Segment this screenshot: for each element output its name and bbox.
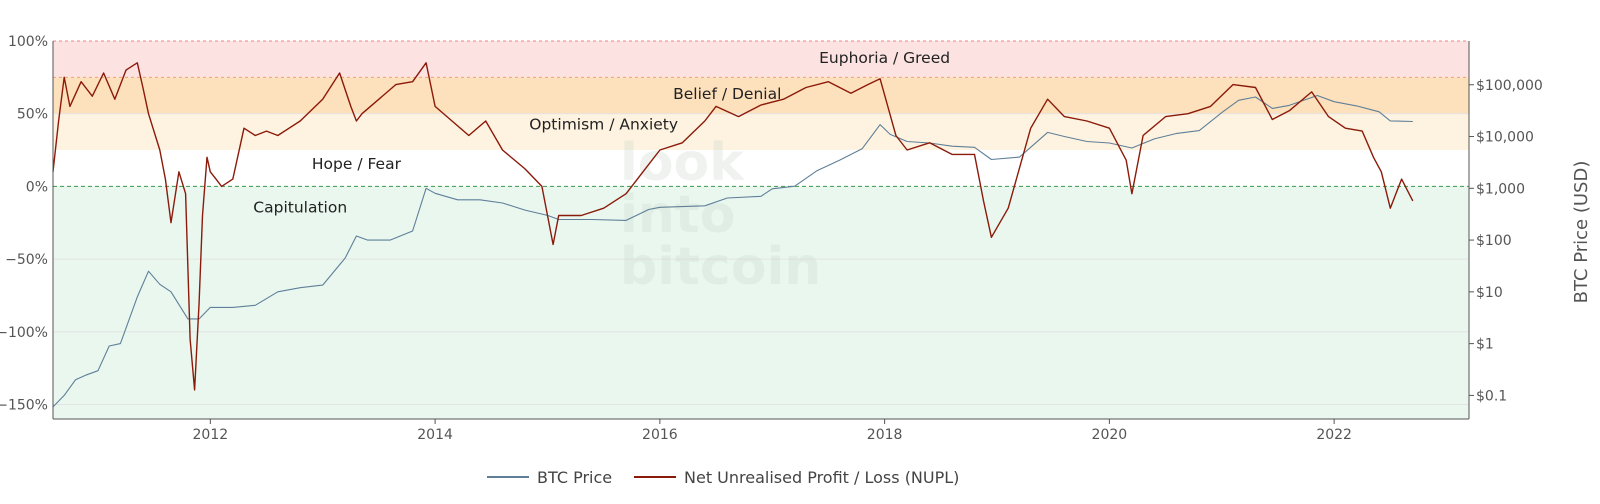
legend-label-0: BTC Price (537, 468, 612, 487)
y-right-tick-label: $10,000 (1476, 130, 1534, 146)
y-right-tick-label: $10 (1476, 285, 1503, 301)
zone-label: Belief / Denial (673, 85, 781, 103)
y-right-tick-label: $1 (1476, 337, 1494, 353)
zone-band-1 (53, 77, 1469, 114)
y-right-tick-label: $1,000 (1476, 181, 1525, 197)
zone-band-3 (53, 150, 1469, 187)
y-left-tick-label: −100% (0, 325, 48, 341)
y-right-tick-label: $100,000 (1476, 78, 1543, 94)
watermark-line-2: into (620, 185, 735, 245)
y-left-tick-label: −150% (0, 397, 48, 413)
zone-bands (53, 41, 1469, 419)
series-group (52, 62, 1414, 408)
zone-label: Euphoria / Greed (819, 49, 950, 67)
x-tick-label: 2016 (642, 427, 678, 443)
x-tick-label: 2012 (193, 427, 229, 443)
zone-labels: Euphoria / Greed Belief / Denial Optimism … (253, 49, 950, 217)
x-tick-label: 2022 (1316, 427, 1352, 443)
zone-label: Optimism / Anxiety (529, 116, 678, 134)
grid-lines (53, 40, 1469, 405)
y-right-axis-title: BTC Price (USD) (1571, 161, 1592, 304)
zone-band-4 (53, 186, 1469, 419)
y-left-tick-label: 0% (26, 179, 48, 195)
zone-label: Hope / Fear (312, 155, 402, 173)
legend[interactable]: BTC Price Net Unrealised Profit / Loss (N… (487, 468, 959, 487)
zone-label: Capitulation (253, 199, 347, 217)
legend-label-1: Net Unrealised Profit / Loss (NUPL) (684, 468, 959, 487)
series-line-1 (52, 62, 1414, 391)
y-left-tick-label: 100% (8, 34, 48, 50)
watermark: look into bitcoin (620, 133, 821, 297)
y-left-tick-label: −50% (5, 252, 48, 268)
y-right-tick-label: $0.1 (1476, 388, 1507, 404)
series-line-0 (52, 94, 1413, 408)
y-left-tick-label: 50% (17, 107, 48, 123)
x-tick-label: 2020 (1092, 427, 1128, 443)
y-right-tick-label: $100 (1476, 233, 1512, 249)
axes: 100% 50% 0% −50% −100% −150% $100,000 $10,000 $1… (0, 34, 1543, 443)
watermark-line-3: bitcoin (620, 237, 821, 297)
x-tick-label: 2014 (417, 427, 453, 443)
zone-band-2 (53, 113, 1469, 151)
zone-band-0 (53, 41, 1469, 78)
x-tick-label: 2018 (867, 427, 903, 443)
